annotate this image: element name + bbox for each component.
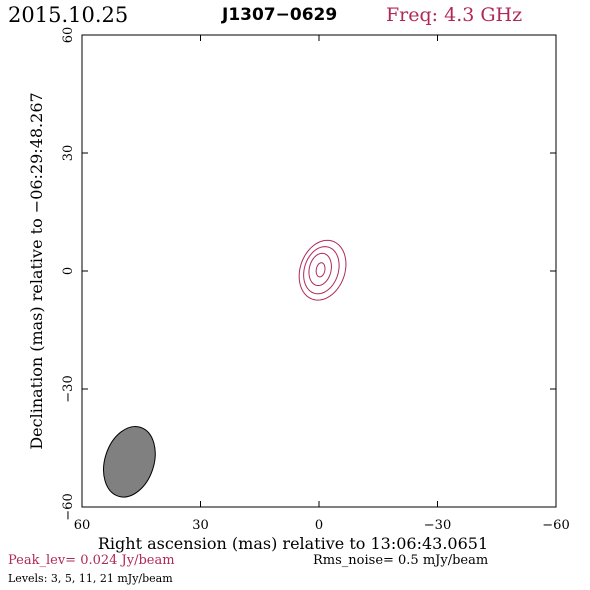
x-axis-label: Right ascension (mas) relative to 13:06:… xyxy=(98,534,488,553)
x-tick-label: 30 xyxy=(192,518,209,533)
peak-level: Peak_lev= 0.024 Jy/beam xyxy=(8,553,175,568)
contour-level-5 xyxy=(303,246,340,295)
y-tick-label: −60 xyxy=(61,493,76,520)
x-tick-label: 0 xyxy=(315,518,323,533)
source-name: J1307−0629 xyxy=(222,5,338,25)
rms-noise: Rms_noise= 0.5 mJy/beam xyxy=(313,553,489,568)
beam-ellipse xyxy=(103,426,156,498)
y-tick-label: −30 xyxy=(61,375,76,402)
y-tick-label: 0 xyxy=(61,267,76,275)
x-tick-label: 60 xyxy=(74,518,91,533)
y-axis-label: Declination (mas) relative to −06:29:48.… xyxy=(27,92,46,449)
contour-level-21 xyxy=(315,262,326,278)
contour-level-11 xyxy=(308,252,332,287)
y-tick-label: 60 xyxy=(61,27,76,44)
x-tick-label: −30 xyxy=(424,518,451,533)
x-tick-label: −60 xyxy=(542,518,569,533)
y-tick-label: 30 xyxy=(61,145,76,162)
frequency-label: Freq: 4.3 GHz xyxy=(386,4,523,26)
observation-date: 2015.10.25 xyxy=(8,3,129,27)
plot-frame xyxy=(81,34,557,508)
contour-level-3 xyxy=(298,239,347,301)
contour-levels: Levels: 3, 5, 11, 21 mJy/beam xyxy=(8,572,173,585)
